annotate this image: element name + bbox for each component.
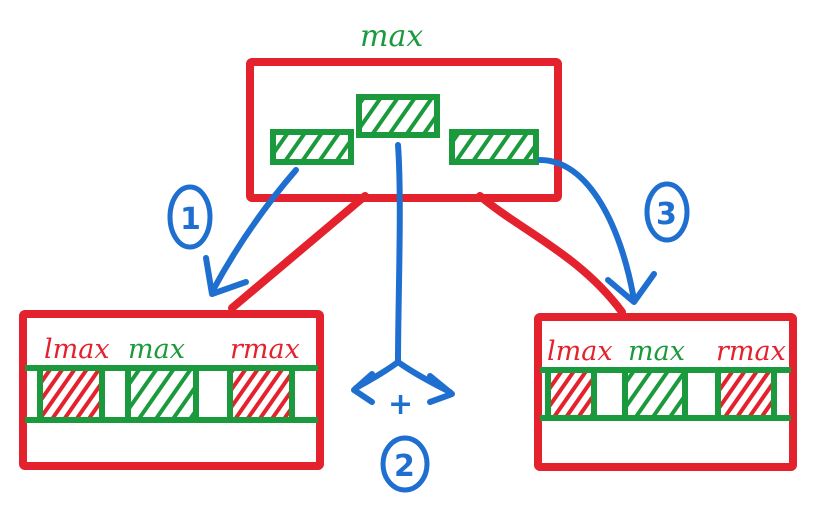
left-label-rmax: rmax [230, 334, 300, 365]
left-segment-lmax [37, 365, 105, 423]
left-child-node [19, 310, 324, 470]
tree-edges [228, 192, 626, 316]
root-label: max [360, 19, 423, 54]
right-label-rmax: rmax [716, 336, 786, 367]
root-node [246, 58, 562, 202]
step-1-label: 1 [180, 202, 201, 237]
plus-operator: + [388, 387, 413, 422]
right-segment-rmax [715, 367, 777, 421]
arrow-2-head-left [351, 371, 375, 405]
right-segment-max [622, 367, 688, 421]
step-marker-2: 2 [380, 435, 430, 493]
right-segment-lmax [545, 367, 597, 421]
arrow-3-head [605, 271, 657, 305]
right-label-lmax: lmax [547, 336, 613, 367]
root-segment-max [356, 94, 440, 138]
right-label-max: max [628, 336, 685, 367]
flow-arrows [203, 142, 657, 405]
arrow-2-head-right [427, 373, 455, 405]
step-marker-3: 3 [644, 181, 690, 243]
root-segment-right [449, 129, 539, 165]
step-2-label: 2 [394, 449, 415, 484]
left-label-lmax: lmax [44, 334, 110, 365]
arrow-2 [395, 142, 403, 365]
arrow-1 [209, 167, 299, 295]
left-segment-rmax [227, 365, 295, 423]
right-child-node [534, 313, 797, 471]
left-segment-max [125, 365, 199, 423]
step-3-label: 3 [656, 197, 677, 232]
arrow-3 [537, 157, 637, 303]
root-segment-left [270, 129, 354, 165]
arrow-1-head [203, 255, 249, 297]
step-marker-1: 1 [167, 184, 213, 250]
edge-root-left [228, 192, 369, 312]
left-label-max: max [128, 334, 185, 365]
edge-root-right [476, 192, 626, 316]
